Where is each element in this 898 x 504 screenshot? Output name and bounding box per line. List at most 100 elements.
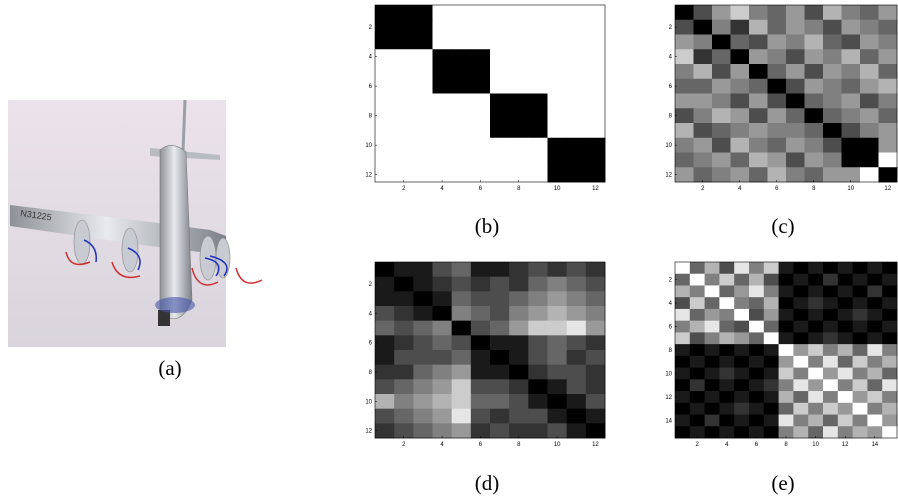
matrix-cell (470, 394, 491, 410)
matrix-cell (413, 78, 433, 94)
airplane-photo: N31225 (8, 99, 263, 347)
matrix-cell (778, 285, 794, 298)
matrix-cell (882, 367, 898, 380)
matrix-cell (852, 297, 868, 310)
y-tick-label: 6 (369, 341, 373, 347)
matrix-cell (704, 332, 720, 345)
matrix-cell (566, 423, 587, 439)
matrix-cell (585, 5, 606, 21)
matrix-cell (852, 320, 868, 333)
matrix-cell (767, 5, 787, 21)
matrix-cell (804, 93, 824, 109)
matrix-cell (394, 379, 414, 395)
matrix-cell (451, 137, 472, 153)
matrix-cell (394, 335, 414, 351)
matrix-cell (841, 34, 861, 50)
matrix-cell (804, 152, 824, 168)
matrix-cell (432, 34, 453, 50)
y-tick-label: 10 (665, 371, 672, 377)
matrix-cell (808, 262, 824, 275)
matrix-cell (730, 34, 750, 50)
matrix-cell (432, 93, 453, 109)
matrix-cell (693, 123, 713, 139)
matrix-cell (867, 262, 883, 275)
matrix-cell (882, 273, 898, 286)
matrix-cell (793, 308, 809, 322)
y-tick-label: 12 (665, 395, 672, 401)
matrix-cell (470, 423, 491, 439)
matrix-cell (786, 137, 805, 153)
matrix-cell (490, 5, 510, 21)
matrix-cell (566, 5, 587, 21)
matrix-cell (451, 49, 472, 65)
matrix-cell (689, 414, 705, 427)
matrix-cell (804, 34, 824, 50)
x-tick-label: 14 (871, 442, 878, 448)
matrix-cell (823, 379, 839, 392)
matrix-cell (675, 285, 691, 298)
matrix-cell (490, 306, 510, 322)
matrix-cell (860, 34, 879, 50)
matrix-cell (852, 344, 868, 357)
matrix-cell (394, 123, 414, 139)
matrix-cell (375, 137, 395, 153)
matrix-cell (860, 152, 879, 168)
matrix-cell (675, 332, 691, 345)
matrix-cell (528, 276, 548, 292)
y-tick-label: 2 (369, 282, 373, 288)
matrix-cell (734, 262, 750, 275)
matrix-cell (528, 19, 548, 35)
y-tick-label: 8 (669, 348, 673, 354)
matrix-cell (878, 152, 898, 168)
matrix-cell (878, 34, 898, 50)
matrix-cell (413, 394, 433, 410)
matrix-cell (490, 379, 510, 395)
matrix-cell (689, 367, 705, 380)
matrix-cell (394, 408, 414, 424)
matrix-cell (490, 93, 510, 109)
matrix-cell (566, 64, 587, 80)
matrix-cell (509, 379, 529, 395)
matrix-cell (528, 108, 548, 124)
matrix-cell (470, 93, 491, 109)
matrix-cell (432, 350, 453, 366)
matrix-cell (808, 297, 824, 310)
matrix-cell (375, 78, 395, 94)
matrix-cell (778, 426, 794, 439)
matrix-cell (509, 49, 529, 65)
matrix-cell (432, 137, 453, 153)
matrix-cell (823, 78, 842, 94)
matrix-cell (837, 402, 853, 415)
matrix-cell (823, 344, 839, 357)
matrix-cell (675, 5, 694, 21)
matrix-cell (712, 123, 731, 139)
matrix-cell (547, 78, 568, 94)
matrix-cell (413, 49, 433, 65)
matrix-cell (413, 108, 433, 124)
matrix-cell (712, 108, 731, 124)
matrix-cell (749, 285, 765, 298)
matrix-cell (432, 276, 453, 292)
matrix-cell (375, 123, 395, 139)
svg-text:N31225: N31225 (20, 208, 53, 222)
matrix-cell (712, 19, 731, 35)
matrix-cell (509, 34, 529, 50)
matrix-cell (852, 332, 868, 345)
matrix-cell (509, 5, 529, 21)
matrix-cell (528, 5, 548, 21)
matrix-cell (413, 137, 433, 153)
matrix-cell (763, 344, 779, 357)
matrix-cell (375, 335, 395, 351)
matrix-cell (749, 332, 765, 345)
matrix-cell (675, 19, 694, 35)
matrix-cell (528, 49, 548, 65)
matrix-cell (528, 291, 548, 307)
matrix-cell (867, 273, 883, 286)
matrix-cell (719, 332, 735, 345)
matrix-cell (763, 320, 779, 333)
matrix-cell (823, 355, 839, 368)
matrix-cell (451, 108, 472, 124)
matrix-cell (432, 19, 453, 35)
matrix-cell (413, 423, 433, 439)
matrix-cell (734, 285, 750, 298)
